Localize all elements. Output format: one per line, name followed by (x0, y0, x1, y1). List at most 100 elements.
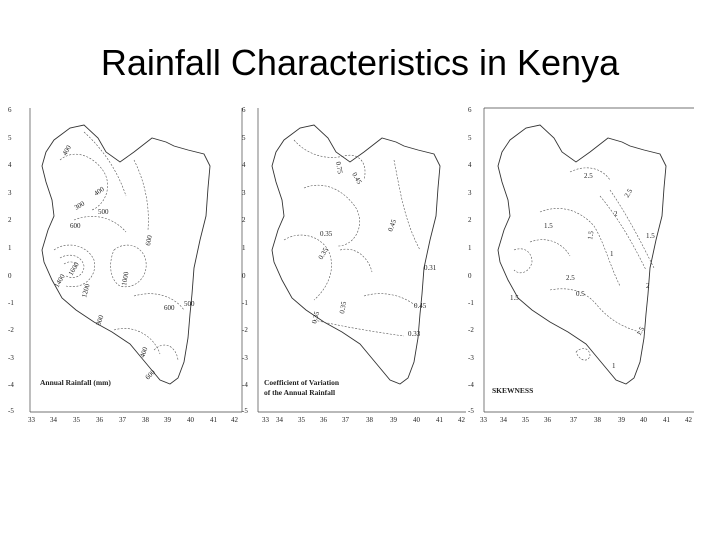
panel-coefficient-of-variation: 6 5 4 3 2 1 0 -1 -2 -3 -4 -5 33 34 35 36… (242, 106, 466, 424)
panel-caption: of the Annual Rainfall (264, 388, 335, 397)
contour-label: 0.75 (334, 161, 344, 175)
contour-label: 1 (612, 362, 616, 370)
contour-label: 500 (184, 300, 195, 308)
contour-label: 1.5 (510, 294, 519, 302)
contour-label: 600 (164, 304, 175, 312)
y-tick-label: 0 (468, 272, 472, 280)
y-tick-label: 1 (8, 244, 12, 252)
y-tick-label: -5 (242, 407, 248, 415)
x-tick-label: 34 (276, 416, 284, 424)
y-tick-label: 3 (468, 189, 472, 197)
variation-contours (283, 139, 421, 337)
contour-label: 1.5 (635, 325, 647, 337)
y-tick-label: -2 (8, 326, 14, 334)
y-tick-label: 2 (8, 216, 12, 224)
x-tick-label: 38 (142, 416, 150, 424)
contour-label: 600 (144, 368, 157, 381)
contour-label: 400 (61, 143, 73, 157)
y-tick-label: 2 (468, 216, 472, 224)
contour-label: 0.35 (338, 300, 348, 314)
x-axis-ticks: 33 34 35 36 37 38 39 40 41 42 (262, 416, 466, 424)
y-tick-label: -4 (468, 381, 474, 389)
kenya-outline (271, 124, 441, 385)
panel-skewness: 6 5 4 3 2 1 0 -1 -2 -3 -4 -5 33 34 35 36… (468, 106, 694, 424)
contour-label: 400 (93, 185, 107, 198)
x-tick-label: 40 (413, 416, 421, 424)
contour-label: 1200 (80, 282, 91, 298)
y-tick-label: 0 (8, 272, 12, 280)
y-tick-label: 4 (8, 161, 12, 169)
x-axis-ticks: 33 34 35 36 37 38 39 40 41 42 (28, 416, 239, 424)
x-tick-label: 36 (320, 416, 328, 424)
contour-label: 1 (610, 250, 614, 258)
contour-label: 2.5 (623, 187, 635, 199)
rainfall-contours (53, 131, 185, 361)
x-tick-label: 40 (187, 416, 195, 424)
contour-label: 1600 (67, 260, 81, 277)
x-tick-label: 33 (480, 416, 488, 424)
y-tick-label: -3 (242, 354, 248, 362)
y-tick-label: 3 (8, 189, 12, 197)
y-tick-label: -2 (468, 326, 474, 334)
contour-label: 1.5 (544, 222, 553, 230)
x-tick-label: 36 (96, 416, 104, 424)
skewness-contour-labels: 2.5 2.5 2 1.5 1.5 1.5 1 2.5 1.5 0.5 2 1.… (510, 172, 655, 370)
contour-label: 0.45 (350, 171, 363, 186)
x-tick-label: 35 (73, 416, 81, 424)
y-tick-label: 5 (242, 134, 246, 142)
contour-label: 2 (646, 282, 650, 290)
x-tick-label: 39 (164, 416, 172, 424)
contour-label: 500 (98, 208, 109, 216)
slide-title: Rainfall Characteristics in Kenya (100, 42, 620, 83)
contour-label: 0.45 (386, 218, 398, 233)
x-tick-label: 36 (544, 416, 552, 424)
contour-label: 2.5 (566, 274, 575, 282)
contour-label: 600 (144, 234, 154, 246)
contour-label: 800 (94, 314, 105, 327)
contour-label: 1.5 (646, 232, 655, 240)
x-tick-label: 33 (262, 416, 270, 424)
contour-label: 2 (614, 210, 618, 218)
y-tick-label: 0 (242, 272, 246, 280)
contour-label: 300 (73, 199, 87, 211)
y-tick-label: -4 (242, 381, 248, 389)
y-tick-label: 5 (8, 134, 12, 142)
y-axis-ticks: 6 5 4 3 2 1 0 -1 -2 -3 -4 -5 (8, 106, 14, 415)
x-tick-label: 39 (618, 416, 626, 424)
x-tick-label: 37 (119, 416, 127, 424)
x-tick-label: 33 (28, 416, 36, 424)
contour-label: 2.5 (584, 172, 593, 180)
y-tick-label: -3 (468, 354, 474, 362)
x-tick-label: 34 (50, 416, 58, 424)
kenya-rainfall-maps: 6 5 4 3 2 1 0 -1 -2 -3 -4 -5 33 34 35 36… (8, 106, 694, 424)
y-tick-label: 2 (242, 216, 246, 224)
x-tick-label: 41 (663, 416, 671, 424)
y-tick-label: -1 (468, 299, 474, 307)
y-tick-label: -3 (8, 354, 14, 362)
x-tick-label: 42 (685, 416, 693, 424)
contour-label: 1.5 (586, 230, 595, 240)
x-tick-label: 42 (231, 416, 239, 424)
contour-label: 0.31 (424, 264, 437, 272)
y-tick-label: 4 (468, 161, 472, 169)
x-tick-label: 35 (522, 416, 530, 424)
y-tick-label: -1 (242, 299, 248, 307)
y-tick-label: 5 (468, 134, 472, 142)
kenya-outline (497, 124, 667, 385)
panel-caption: SKEWNESS (492, 386, 533, 395)
contour-label: 0.35 (317, 246, 330, 261)
panel-caption: Annual Rainfall (mm) (40, 378, 111, 387)
y-tick-label: -5 (468, 407, 474, 415)
y-tick-label: 4 (242, 161, 246, 169)
y-tick-label: -4 (8, 381, 14, 389)
y-tick-label: 1 (468, 244, 472, 252)
x-tick-label: 37 (342, 416, 350, 424)
panel-caption: Coefficient of Variation (264, 378, 340, 387)
y-tick-label: 6 (8, 106, 12, 114)
y-tick-label: 6 (468, 106, 472, 114)
contour-label: 0.35 (320, 230, 333, 238)
x-tick-label: 35 (298, 416, 306, 424)
x-tick-label: 40 (640, 416, 648, 424)
x-axis-ticks: 33 34 35 36 37 38 39 40 41 42 (480, 416, 693, 424)
x-tick-label: 34 (500, 416, 508, 424)
